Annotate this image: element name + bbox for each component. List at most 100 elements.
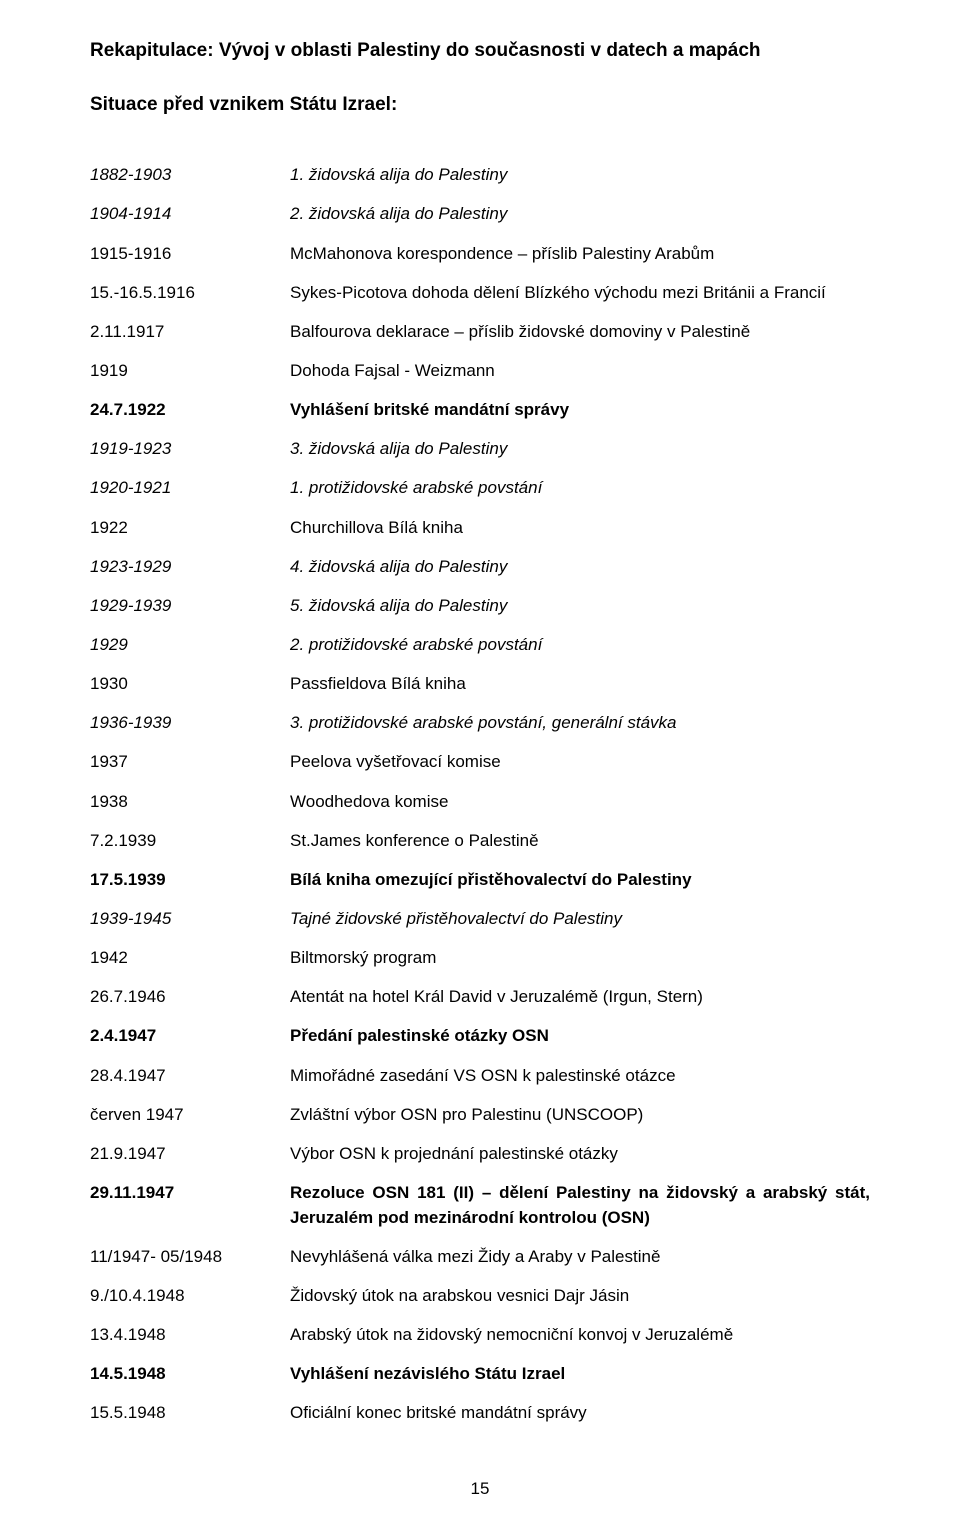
date-cell: 1929 (90, 633, 290, 658)
event-cell: Vyhlášení britské mandátní správy (290, 398, 870, 423)
event-cell: Tajné židovské přistěhovalectví do Pales… (290, 907, 870, 932)
date-cell: 15.-16.5.1916 (90, 281, 290, 306)
table-row: 1923-19294. židovská alija do Palestiny (90, 555, 870, 580)
timeline-table: 1882-19031. židovská alija do Palestiny1… (90, 163, 870, 1426)
date-cell: 24.7.1922 (90, 398, 290, 423)
table-row: 7.2.1939St.James konference o Palestině (90, 829, 870, 854)
event-cell: Sykes-Picotova dohoda dělení Blízkého vý… (290, 281, 870, 306)
table-row: 19292. protižidovské arabské povstání (90, 633, 870, 658)
date-cell: 1938 (90, 790, 290, 815)
date-cell: 13.4.1948 (90, 1323, 290, 1348)
event-cell: Dohoda Fajsal - Weizmann (290, 359, 870, 384)
date-cell: 1904-1914 (90, 202, 290, 227)
table-row: 9./10.4.1948Židovský útok na arabskou ve… (90, 1284, 870, 1309)
date-cell: 29.11.1947 (90, 1181, 290, 1206)
event-cell: Churchillova Bílá kniha (290, 516, 870, 541)
table-row: 26.7.1946Atentát na hotel Král David v J… (90, 985, 870, 1010)
event-cell: 3. protižidovské arabské povstání, gener… (290, 711, 870, 736)
event-cell: Oficiální konec britské mandátní správy (290, 1401, 870, 1426)
table-row: 11/1947- 05/1948Nevyhlášená válka mezi Ž… (90, 1245, 870, 1270)
event-cell: McMahonova korespondence – příslib Pales… (290, 242, 870, 267)
event-cell: Arabský útok na židovský nemocniční konv… (290, 1323, 870, 1348)
date-cell: 1930 (90, 672, 290, 697)
table-row: 1930Passfieldova Bílá kniha (90, 672, 870, 697)
date-cell: 21.9.1947 (90, 1142, 290, 1167)
table-row: 1937Peelova vyšetřovací komise (90, 750, 870, 775)
table-row: 1904-19142. židovská alija do Palestiny (90, 202, 870, 227)
event-cell: 2. protižidovské arabské povstání (290, 633, 870, 658)
date-cell: 1929-1939 (90, 594, 290, 619)
date-cell: 1922 (90, 516, 290, 541)
event-cell: Rezoluce OSN 181 (II) – dělení Palestiny… (290, 1181, 870, 1230)
event-cell: Balfourova deklarace – příslib židovské … (290, 320, 870, 345)
document-page: Rekapitulace: Vývoj v oblasti Palestiny … (0, 0, 960, 1529)
event-cell: Woodhedova komise (290, 790, 870, 815)
table-row: 14.5.1948Vyhlášení nezávislého Státu Izr… (90, 1362, 870, 1387)
table-row: 1920-19211. protižidovské arabské povstá… (90, 476, 870, 501)
event-cell: Vyhlášení nezávislého Státu Izrael (290, 1362, 870, 1387)
table-row: 28.4.1947Mimořádné zasedání VS OSN k pal… (90, 1064, 870, 1089)
date-cell: 14.5.1948 (90, 1362, 290, 1387)
event-cell: Výbor OSN k projednání palestinské otázk… (290, 1142, 870, 1167)
date-cell: 26.7.1946 (90, 985, 290, 1010)
date-cell: červen 1947 (90, 1103, 290, 1128)
event-cell: 5. židovská alija do Palestiny (290, 594, 870, 619)
event-cell: Zvláštní výbor OSN pro Palestinu (UNSCOO… (290, 1103, 870, 1128)
table-row: 1882-19031. židovská alija do Palestiny (90, 163, 870, 188)
event-cell: Židovský útok na arabskou vesnici Dajr J… (290, 1284, 870, 1309)
date-cell: 11/1947- 05/1948 (90, 1245, 290, 1270)
date-cell: 1919-1923 (90, 437, 290, 462)
page-number: 15 (0, 1479, 960, 1499)
table-row: 1938Woodhedova komise (90, 790, 870, 815)
event-cell: 1. židovská alija do Palestiny (290, 163, 870, 188)
table-row: 1922Churchillova Bílá kniha (90, 516, 870, 541)
date-cell: 1915-1916 (90, 242, 290, 267)
date-cell: 15.5.1948 (90, 1401, 290, 1426)
event-cell: 4. židovská alija do Palestiny (290, 555, 870, 580)
event-cell: 3. židovská alija do Palestiny (290, 437, 870, 462)
table-row: 1919-19233. židovská alija do Palestiny (90, 437, 870, 462)
date-cell: 1939-1945 (90, 907, 290, 932)
table-row: 1919Dohoda Fajsal - Weizmann (90, 359, 870, 384)
table-row: 29.11.1947Rezoluce OSN 181 (II) – dělení… (90, 1181, 870, 1230)
page-subtitle: Situace před vznikem Státu Izrael: (90, 92, 870, 118)
event-cell: Atentát na hotel Král David v Jeruzalémě… (290, 985, 870, 1010)
date-cell: 17.5.1939 (90, 868, 290, 893)
table-row: 1915-1916McMahonova korespondence – přís… (90, 242, 870, 267)
date-cell: 1923-1929 (90, 555, 290, 580)
table-row: 13.4.1948Arabský útok na židovský nemocn… (90, 1323, 870, 1348)
table-row: 15.-16.5.1916Sykes-Picotova dohoda dělen… (90, 281, 870, 306)
date-cell: 2.4.1947 (90, 1024, 290, 1049)
date-cell: 1919 (90, 359, 290, 384)
date-cell: 1937 (90, 750, 290, 775)
table-row: 2.11.1917Balfourova deklarace – příslib … (90, 320, 870, 345)
table-row: 1936-19393. protižidovské arabské povstá… (90, 711, 870, 736)
date-cell: 1942 (90, 946, 290, 971)
date-cell: 1936-1939 (90, 711, 290, 736)
table-row: červen 1947Zvláštní výbor OSN pro Palest… (90, 1103, 870, 1128)
date-cell: 28.4.1947 (90, 1064, 290, 1089)
table-row: 17.5.1939Bílá kniha omezující přistěhova… (90, 868, 870, 893)
date-cell: 1882-1903 (90, 163, 290, 188)
table-row: 1929-19395. židovská alija do Palestiny (90, 594, 870, 619)
event-cell: St.James konference o Palestině (290, 829, 870, 854)
table-row: 1942Biltmorský program (90, 946, 870, 971)
table-row: 24.7.1922Vyhlášení britské mandátní sprá… (90, 398, 870, 423)
event-cell: 2. židovská alija do Palestiny (290, 202, 870, 227)
date-cell: 7.2.1939 (90, 829, 290, 854)
table-row: 1939-1945Tajné židovské přistěhovalectví… (90, 907, 870, 932)
page-title: Rekapitulace: Vývoj v oblasti Palestiny … (90, 38, 870, 64)
event-cell: Bílá kniha omezující přistěhovalectví do… (290, 868, 870, 893)
event-cell: 1. protižidovské arabské povstání (290, 476, 870, 501)
table-row: 15.5.1948Oficiální konec britské mandátn… (90, 1401, 870, 1426)
date-cell: 2.11.1917 (90, 320, 290, 345)
event-cell: Předání palestinské otázky OSN (290, 1024, 870, 1049)
event-cell: Biltmorský program (290, 946, 870, 971)
table-row: 21.9.1947Výbor OSN k projednání palestin… (90, 1142, 870, 1167)
date-cell: 1920-1921 (90, 476, 290, 501)
date-cell: 9./10.4.1948 (90, 1284, 290, 1309)
event-cell: Nevyhlášená válka mezi Židy a Araby v Pa… (290, 1245, 870, 1270)
table-row: 2.4.1947Předání palestinské otázky OSN (90, 1024, 870, 1049)
event-cell: Peelova vyšetřovací komise (290, 750, 870, 775)
event-cell: Passfieldova Bílá kniha (290, 672, 870, 697)
